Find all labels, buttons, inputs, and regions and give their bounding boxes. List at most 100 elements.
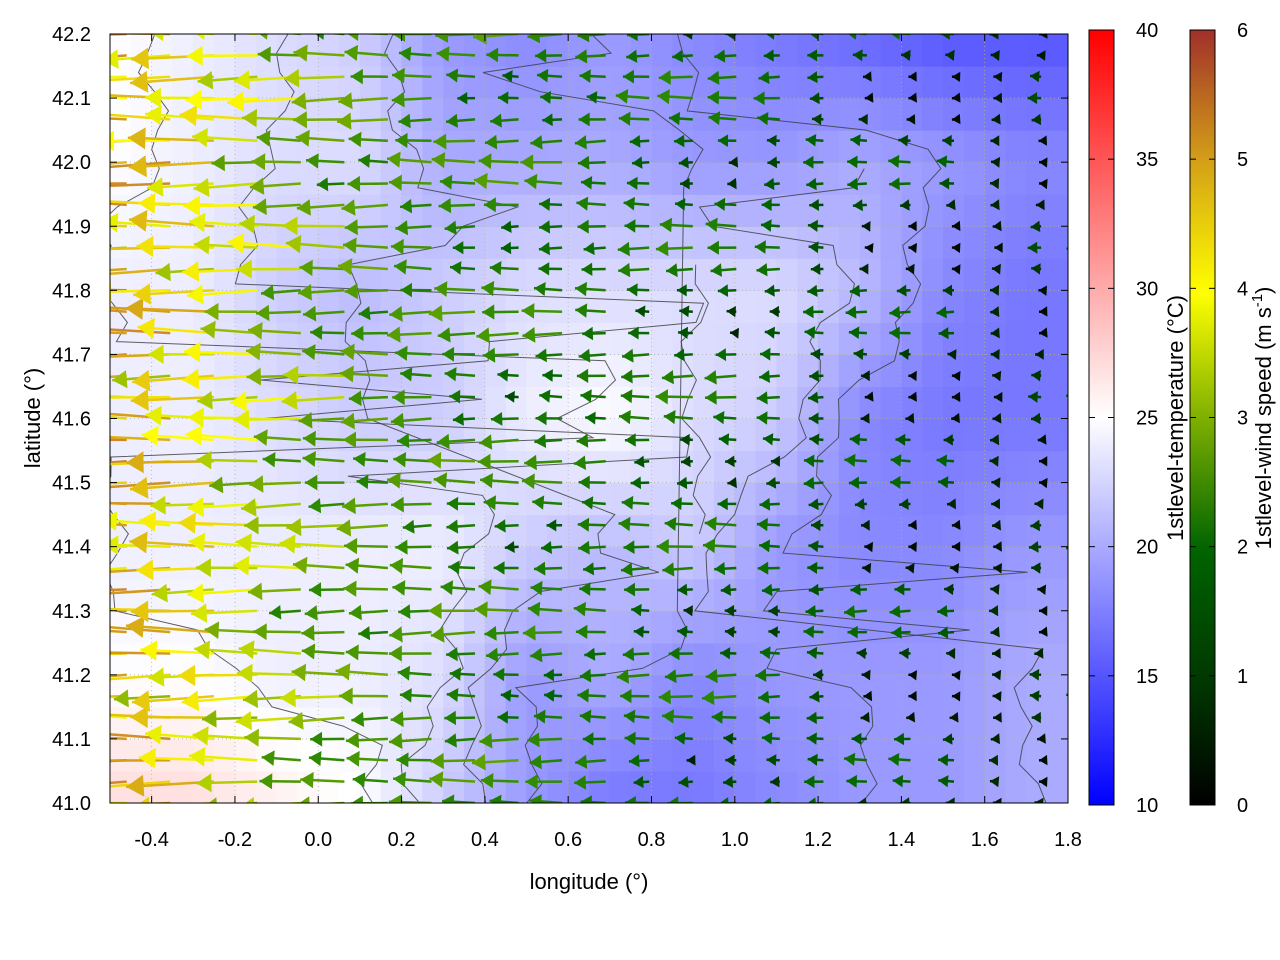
temperature-cell [734, 34, 757, 67]
wind-arrow [585, 411, 606, 425]
temperature-cell [547, 482, 569, 516]
wind-arrow [292, 556, 345, 574]
wind-arrow [1073, 562, 1085, 574]
wind-arrow [536, 68, 563, 83]
temperature-cell [110, 290, 132, 323]
temperature-cell [943, 354, 965, 387]
temperature-cell [838, 34, 861, 67]
wind-arrow [718, 797, 737, 803]
temperature-cell [734, 450, 757, 484]
temperature-cell [609, 130, 632, 163]
temperature-cell [380, 418, 403, 452]
wind-arrow [316, 177, 345, 192]
wind-arrow [809, 370, 824, 382]
wind-arrow [889, 605, 911, 618]
wind-arrow [341, 199, 388, 216]
wind-arrow [938, 476, 955, 489]
wind-arrow [429, 771, 476, 788]
temperature-cell [838, 706, 861, 740]
temperature-cell [693, 98, 715, 131]
temperature-cell [714, 290, 736, 323]
wind-arrow [353, 452, 388, 467]
temperature-cell [818, 738, 840, 772]
wind-arrow [762, 433, 780, 446]
temperature-cell [693, 482, 715, 516]
temperature-cell [630, 771, 653, 803]
temperature-cell [984, 706, 1007, 740]
temperature-cell [818, 450, 840, 484]
temperature-cell [359, 738, 382, 772]
wind-arrow [674, 198, 693, 211]
contour-line [680, 264, 712, 534]
temperature-cell [714, 130, 736, 163]
temperature-cell [609, 642, 632, 676]
temperature-cell [943, 514, 965, 548]
temperature-cell [547, 162, 569, 195]
plot-area [109, 33, 1088, 804]
temperature-cell [235, 771, 257, 803]
temperature-cell [797, 642, 819, 676]
temperature-cell [901, 386, 923, 420]
temperature-cell [922, 578, 944, 612]
temperature-cell [943, 258, 965, 291]
temperature-cell [838, 194, 861, 227]
temperature-cell [110, 578, 132, 612]
temperature-cell [922, 66, 944, 99]
temperature-cell [776, 386, 798, 420]
wind-arrow [1079, 200, 1088, 211]
temperature-cell [235, 738, 257, 772]
wind-arrow [810, 348, 824, 361]
temperature-cell [359, 642, 382, 676]
wind-arrow [635, 305, 650, 318]
temperature-cell [505, 66, 528, 99]
temperature-cell [755, 738, 777, 772]
wind-arrow [249, 177, 301, 195]
wind-arrow [760, 347, 780, 361]
x-tick-label: -0.4 [134, 829, 168, 851]
wind-arrow [132, 369, 214, 392]
wind-arrow [1079, 50, 1088, 61]
wind-arrow [310, 731, 345, 747]
wind-arrow [546, 519, 563, 532]
temperature-cell [339, 610, 361, 644]
temperature-cell [589, 162, 611, 195]
temperature-cell [484, 226, 507, 259]
temperature-cell [547, 738, 569, 772]
wind-arrow [759, 497, 780, 511]
temperature-cell [776, 418, 798, 452]
temperature-cell [943, 226, 965, 259]
temperature-cell [172, 162, 194, 195]
contour-line [693, 168, 1047, 803]
temperature-cell [526, 610, 548, 644]
wind-arrow [810, 263, 824, 275]
wind-arrow [430, 626, 476, 643]
temperature-cell [963, 354, 986, 387]
wind-arrow [110, 395, 171, 399]
temperature-cell [859, 578, 882, 612]
temperature-cell [443, 738, 465, 772]
wind-arrow [389, 305, 432, 322]
wind-arrow [1073, 712, 1085, 724]
wind-arrow [906, 711, 916, 723]
temperature-cell [422, 322, 444, 355]
wind-arrow [490, 412, 519, 426]
wind-arrow [942, 134, 955, 147]
temperature-cell [838, 514, 861, 548]
wind-arrow [474, 601, 519, 618]
temperature-cell [484, 98, 507, 131]
wind-arrow [991, 648, 1001, 659]
temperature-cell [776, 738, 798, 772]
temperature-cell [172, 130, 194, 163]
wind-arrow [301, 624, 345, 641]
wind-arrow [193, 177, 258, 197]
temperature-cell [714, 66, 736, 99]
temperature-cell [901, 771, 923, 803]
wind-arrow [761, 198, 780, 212]
wind-arrow [541, 541, 563, 554]
temperature-cell [901, 66, 923, 99]
wind-arrow [807, 561, 824, 574]
wind-arrow [1038, 178, 1048, 190]
temperature-cell [693, 738, 715, 772]
wind-arrow [1031, 711, 1042, 724]
temperature-cell [630, 258, 653, 291]
